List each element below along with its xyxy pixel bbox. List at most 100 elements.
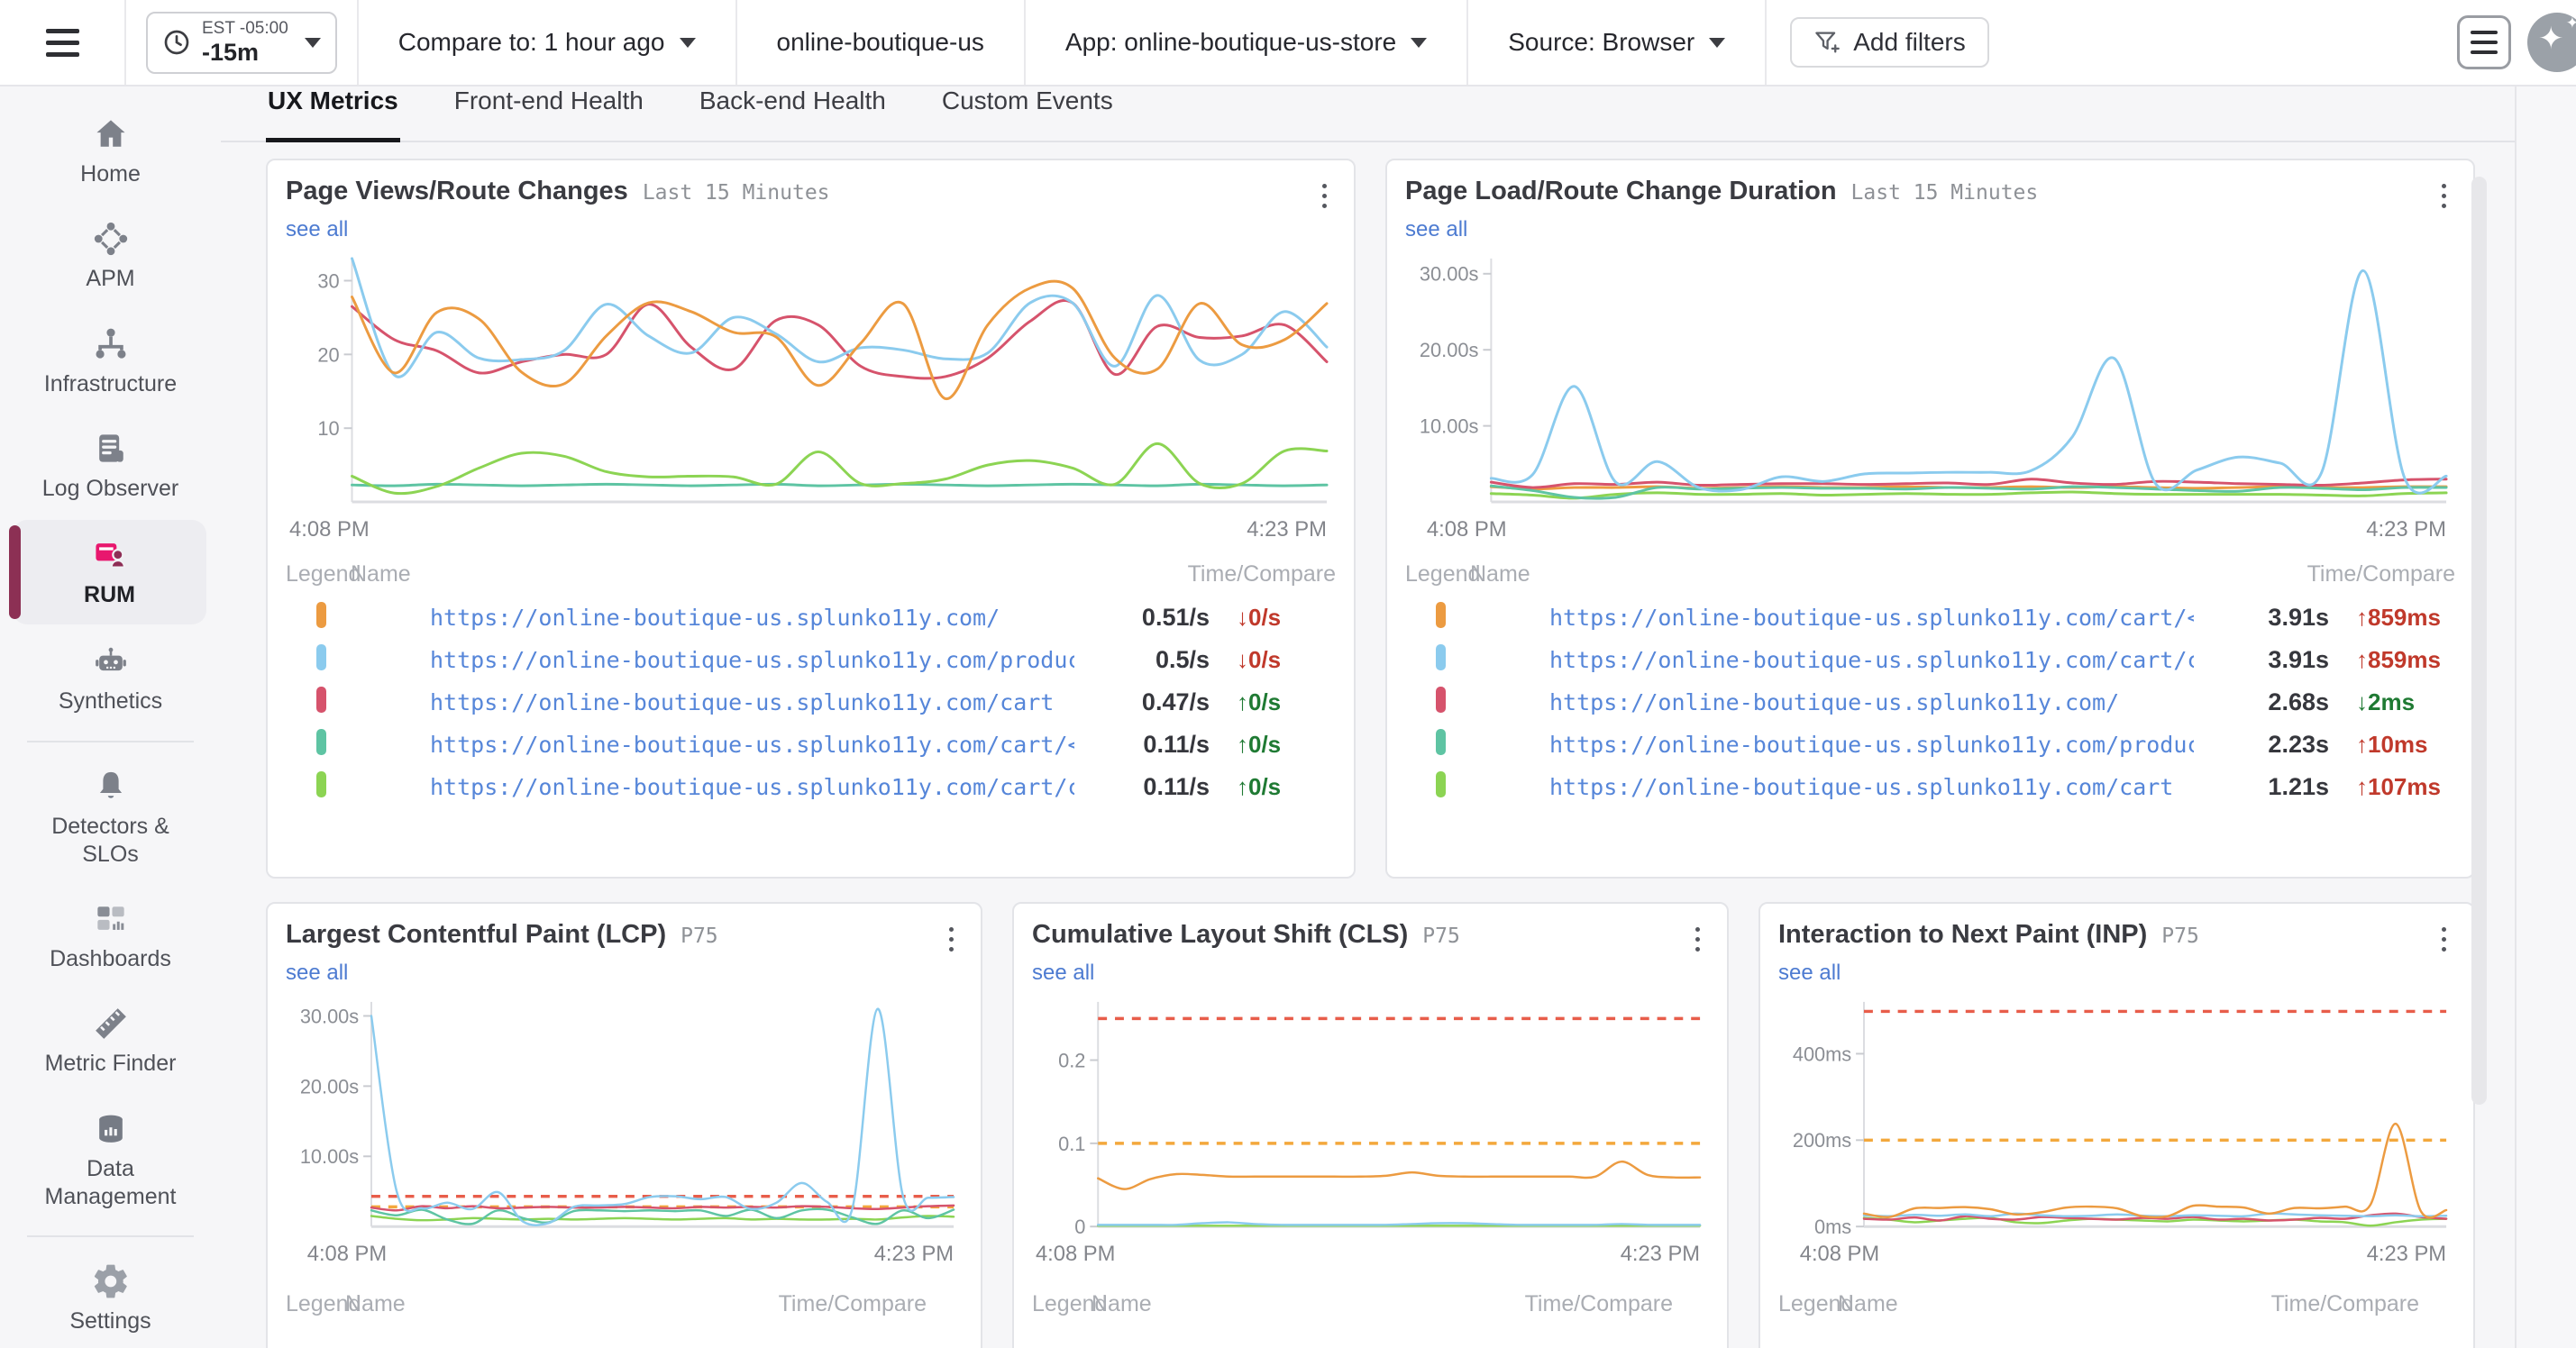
infrastructure-icon: [96, 328, 125, 359]
hamburger-menu-button[interactable]: [0, 0, 126, 85]
name-col-header: Name: [351, 560, 411, 587]
ruler-icon: [95, 1008, 126, 1040]
series-color-swatch: [1405, 687, 1549, 717]
sidebar-item-apm[interactable]: APM: [0, 204, 221, 308]
chart-card-page-views: Page Views/Route Changes Last 15 Minutes…: [266, 159, 1356, 879]
app-dropdown[interactable]: App: online-boutique-us-store: [1026, 0, 1469, 85]
legend-row: https://online-boutique-us.splunko11y.co…: [1405, 597, 2455, 639]
series-color-swatch: [286, 644, 430, 675]
time-compare-col-header: Time/Compare: [1187, 560, 1336, 587]
metric-value: 0.47/s: [1141, 688, 1210, 715]
route-url-link[interactable]: https://online-boutique-us.splunko11y.co…: [1549, 646, 2194, 673]
route-url-link[interactable]: https://online-boutique-us.splunko11y.co…: [1549, 773, 2174, 800]
time-range-value: -15m: [202, 38, 260, 66]
series-color-swatch: [286, 729, 430, 760]
card-subtitle: Last 15 Minutes: [642, 181, 830, 205]
tab-custom-events[interactable]: Custom Events: [941, 87, 1113, 114]
route-url-link[interactable]: https://online-boutique-us.splunko11y.co…: [430, 688, 1055, 715]
legend-table-header: Legend Name Time/Compare: [1778, 1290, 2419, 1316]
tab-ux-metrics[interactable]: UX Metrics: [266, 87, 400, 142]
tab-back-end-health[interactable]: Back-end Health: [699, 87, 886, 114]
sidebar-item-detectors-slos[interactable]: Detectors & SLOs: [0, 751, 221, 885]
top-bar: EST -05:00 -15m Compare to: 1 hour ago o…: [0, 0, 2576, 87]
apm-icon: [94, 223, 127, 256]
sidebar-item-synthetics[interactable]: Synthetics: [0, 626, 221, 731]
legend-row: https://online-boutique-us.splunko11y.co…: [286, 639, 1336, 681]
sidebar-item-log-observer[interactable]: Log Observer: [0, 414, 221, 518]
ai-assistant-button[interactable]: ✦ ✦: [2527, 13, 2576, 72]
card-subtitle: Last 15 Minutes: [1850, 181, 2039, 205]
svg-text:10: 10: [317, 417, 339, 440]
see-all-link[interactable]: see all: [286, 217, 349, 241]
hamburger-icon: [45, 28, 79, 57]
sidebar-item-rum[interactable]: RUM: [9, 520, 206, 625]
chart-card-lcp: Largest Contentful Paint (LCP) P75 see a…: [266, 902, 982, 1348]
sparkle-icon: ✦: [2565, 14, 2576, 32]
see-all-link[interactable]: see all: [1405, 217, 1468, 241]
page-load-duration-chart[interactable]: 10.00s 20.00s 30.00s 4:08 PM 4:23 PM: [1405, 248, 2455, 543]
timezone-label: EST -05:00: [202, 18, 288, 38]
vertical-scrollbar[interactable]: [2471, 177, 2487, 1105]
sidebar-item-home[interactable]: Home: [0, 99, 221, 204]
sidebar-item-infrastructure[interactable]: Infrastructure: [0, 309, 221, 414]
sidebar-item-data-management[interactable]: Data Management: [0, 1094, 221, 1227]
series-color-swatch: [286, 687, 430, 717]
svg-text:4:08 PM: 4:08 PM: [1800, 1243, 1879, 1266]
page-menu-button[interactable]: [2457, 15, 2511, 69]
route-url-link[interactable]: https://online-boutique-us.splunko11y.co…: [430, 773, 1074, 800]
series-color-swatch: [286, 771, 430, 802]
lcp-chart[interactable]: 10.00s 20.00s 30.00s 4:08 PM 4:23 PM: [286, 991, 963, 1268]
metric-value: 1.21s: [2268, 772, 2329, 800]
legend-row: https://online-boutique-us.splunko11y.co…: [286, 766, 1336, 808]
log-observer-icon: [98, 434, 123, 462]
kebab-menu-button[interactable]: [1686, 920, 1709, 959]
route-url-link[interactable]: https://online-boutique-us.splunko11y.co…: [1549, 604, 2194, 631]
page-views-chart[interactable]: 10 20 30 4:08 PM 4:23 PM: [286, 248, 1336, 543]
sidebar-item-dashboards[interactable]: Dashboards: [0, 884, 221, 988]
legend-table: Legend Name Time/Compare https://online-…: [286, 561, 1336, 808]
metric-value: 0.5/s: [1155, 645, 1210, 673]
cls-chart[interactable]: 0 0.1 0.2 4:08 PM 4:23 PM: [1032, 991, 1709, 1268]
source-dropdown[interactable]: Source: Browser: [1468, 0, 1768, 85]
metric-value: 0.11/s: [1143, 730, 1210, 758]
route-url-link[interactable]: https://online-boutique-us.splunko11y.co…: [1549, 731, 2194, 758]
svg-text:10.00s: 10.00s: [1420, 415, 1479, 438]
svg-text:4:08 PM: 4:08 PM: [1427, 517, 1507, 542]
kebab-menu-button[interactable]: [2433, 177, 2455, 215]
svg-text:0ms: 0ms: [1814, 1216, 1851, 1238]
tab-bar: UX Metrics Front-end Health Back-end Hea…: [221, 87, 2576, 142]
see-all-link[interactable]: see all: [286, 961, 349, 985]
route-url-link[interactable]: https://online-boutique-us.splunko11y.co…: [1549, 688, 2120, 715]
svg-text:4:08 PM: 4:08 PM: [289, 517, 370, 542]
legend-table-header: Legend Name Time/Compare: [286, 1290, 927, 1316]
dashboards-icon: [96, 906, 124, 930]
rum-icon: [95, 543, 125, 569]
compare-value: ↑859ms: [2356, 645, 2441, 673]
kebab-menu-button[interactable]: [1313, 177, 1336, 215]
sparkle-icon: ✦: [2538, 22, 2564, 56]
series-color-swatch: [1405, 644, 1549, 675]
route-url-link[interactable]: https://online-boutique-us.splunko11y.co…: [430, 646, 1074, 673]
metric-value: 0.11/s: [1143, 772, 1210, 800]
see-all-link[interactable]: see all: [1032, 961, 1095, 985]
svg-text:4:08 PM: 4:08 PM: [307, 1243, 387, 1266]
sidebar-item-metric-finder[interactable]: Metric Finder: [0, 988, 221, 1093]
tab-front-end-health[interactable]: Front-end Health: [453, 87, 644, 114]
legend-row: https://online-boutique-us.splunko11y.co…: [286, 597, 1336, 639]
sidebar-item-settings[interactable]: Settings: [0, 1246, 221, 1348]
route-url-link[interactable]: https://online-boutique-us.splunko11y.co…: [430, 604, 1000, 631]
database-icon: [98, 1115, 123, 1143]
route-url-link[interactable]: https://online-boutique-us.splunko11y.co…: [430, 731, 1074, 758]
add-filters-button[interactable]: Add filters: [1790, 17, 1989, 68]
metric-value: 2.68s: [2268, 688, 2329, 715]
svg-text:4:08 PM: 4:08 PM: [1036, 1243, 1115, 1266]
inp-chart[interactable]: 0ms 200ms 400ms 4:08 PM 4:23 PM: [1778, 991, 2455, 1268]
kebab-menu-button[interactable]: [2433, 920, 2455, 959]
see-all-link[interactable]: see all: [1778, 961, 1841, 985]
legend-col-header: Legend: [286, 560, 361, 587]
time-range-picker[interactable]: EST -05:00 -15m: [146, 11, 337, 74]
svg-text:20.00s: 20.00s: [300, 1075, 359, 1098]
kebab-menu-button[interactable]: [940, 920, 963, 959]
compare-to-dropdown[interactable]: Compare to: 1 hour ago: [359, 0, 737, 85]
sidebar-divider: [27, 1235, 194, 1237]
